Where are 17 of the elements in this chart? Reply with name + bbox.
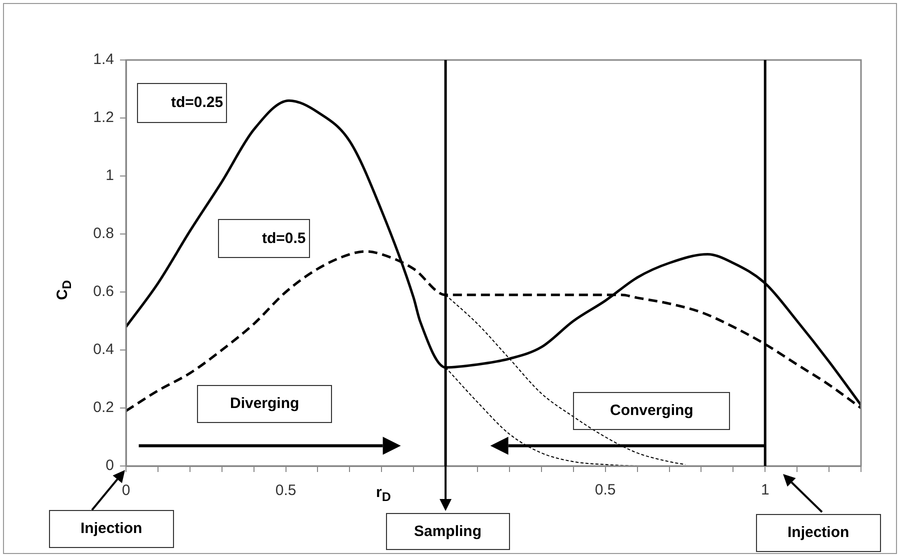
- text: Injection: [788, 524, 850, 541]
- text: Injection: [80, 520, 142, 537]
- y-tick-label: 0.2: [93, 399, 114, 416]
- text: Sampling: [414, 522, 482, 540]
- y-tick-label: 0.8: [93, 225, 114, 242]
- series-label: td=0.5: [262, 230, 306, 246]
- y-tick-label: 1.2: [93, 109, 114, 126]
- y-tick-label: 1: [106, 167, 114, 184]
- y-tick-label: 0: [106, 457, 114, 474]
- annotation: Diverging: [230, 395, 300, 412]
- text: td=0.25: [171, 94, 224, 111]
- y-tick-label: 0.6: [93, 283, 114, 300]
- y-tick-label: 0.4: [93, 341, 114, 358]
- y-tick-label: 1.4: [93, 51, 114, 68]
- x2-tick-label: 1: [760, 482, 770, 499]
- x-axis-title: r$_{D}$: [376, 484, 391, 504]
- annotation: Converging: [610, 402, 694, 419]
